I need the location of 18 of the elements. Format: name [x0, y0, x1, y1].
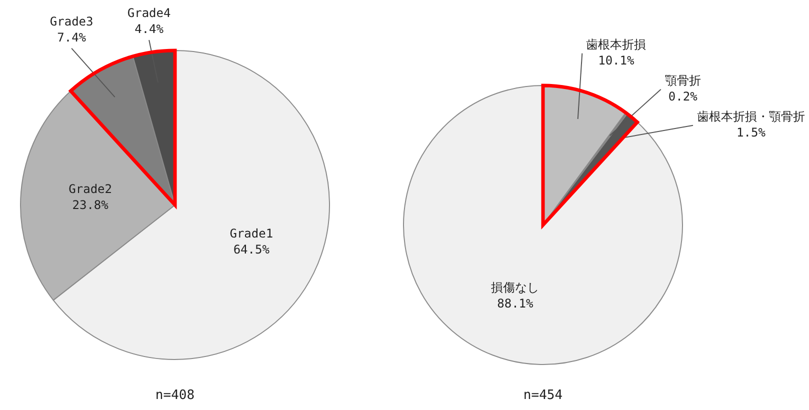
data-label: 64.5% [233, 242, 270, 256]
slice-label: Grade2 [68, 182, 112, 196]
slice-label: Grade4 [127, 6, 171, 20]
slice-label: Grade3 [50, 14, 94, 28]
slice-label: Grade1 [230, 226, 274, 240]
data-label: 1.5% [736, 125, 766, 140]
slice-label: 歯根本折損・顎骨折 [697, 109, 805, 124]
text: n=454 [523, 388, 563, 403]
slice-label: 歯根本折損 [586, 37, 646, 52]
data-label: 7.4% [57, 30, 87, 44]
data-label: 0.2% [668, 89, 698, 104]
data-label: 23.8% [72, 198, 110, 212]
slice-label: 損傷なし [491, 280, 540, 295]
slice-label: 顎骨折 [664, 73, 701, 88]
data-label: 10.1% [598, 53, 635, 68]
data-label: 4.4% [134, 22, 164, 36]
text: n=408 [155, 388, 195, 403]
data-label: 88.1% [497, 296, 534, 311]
